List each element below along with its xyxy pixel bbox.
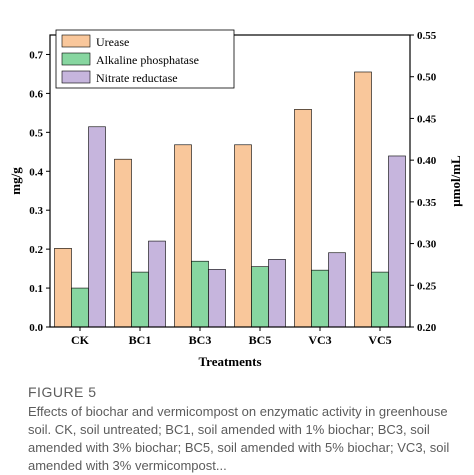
y-left-tick-label: 0.3 bbox=[29, 205, 43, 217]
bar-urease-vc3 bbox=[294, 109, 312, 328]
figure-caption: FIGURE 5 Effects of biochar and vermicom… bbox=[28, 384, 468, 475]
y-right-tick-label: 0.40 bbox=[417, 155, 437, 167]
bar-urease-bc3 bbox=[174, 144, 192, 328]
bar-nitrate-reductase-bc3 bbox=[208, 269, 226, 328]
figure-caption-text: Effects of biochar and vermicompost on e… bbox=[28, 404, 450, 473]
y-right-tick-label: 0.30 bbox=[417, 239, 437, 251]
bar-urease-ck bbox=[54, 248, 72, 328]
y-right-tick-label: 0.50 bbox=[417, 72, 437, 84]
y-left-tick-label: 0.5 bbox=[29, 127, 43, 139]
bar-nitrate-reductase-ck bbox=[88, 126, 106, 328]
legend-label: Urease bbox=[96, 35, 129, 49]
y-right-tick-label: 0.55 bbox=[417, 30, 437, 42]
bar-alkaline-phosphatase-bc3 bbox=[191, 260, 209, 328]
bar-alkaline-phosphatase-bc5 bbox=[251, 266, 269, 328]
bar-urease-vc5 bbox=[354, 71, 372, 328]
legend-label: Nitrate reductase bbox=[96, 71, 178, 85]
figure-label: FIGURE 5 bbox=[28, 384, 97, 400]
y-left-tick-label: 0.2 bbox=[29, 244, 43, 256]
y-left-tick-label: 0.1 bbox=[29, 283, 43, 295]
bar-alkaline-phosphatase-vc3 bbox=[311, 269, 329, 328]
y-left-tick-label: 0.0 bbox=[29, 322, 43, 334]
y-right-tick-label: 0.25 bbox=[417, 280, 437, 292]
x-tick-label: BC5 bbox=[249, 333, 272, 347]
legend-label: Alkaline phosphatase bbox=[96, 53, 199, 67]
y-left-tick-label: 0.4 bbox=[29, 166, 43, 178]
x-axis-title: Treatments bbox=[198, 354, 261, 369]
y-axis-right-title: μmol/mL bbox=[448, 155, 463, 207]
x-tick-label: BC3 bbox=[189, 333, 212, 347]
legend-swatch bbox=[61, 52, 91, 66]
bar-alkaline-phosphatase-vc5 bbox=[371, 271, 389, 328]
x-tick-label: CK bbox=[71, 333, 90, 347]
bar-nitrate-reductase-bc5 bbox=[268, 259, 286, 328]
bar-urease-bc1 bbox=[114, 158, 132, 328]
bar-urease-bc5 bbox=[234, 144, 252, 328]
x-tick-label: VC3 bbox=[308, 333, 331, 347]
y-right-tick-label: 0.35 bbox=[417, 197, 437, 209]
y-right-tick-label: 0.45 bbox=[417, 113, 437, 125]
bar-nitrate-reductase-bc1 bbox=[148, 240, 166, 328]
bar-alkaline-phosphatase-ck bbox=[71, 287, 89, 328]
enzyme-activity-chart: CK BC1 BC3 BC5 VC3 VC5 0.0 0.1 0.2 0.3 0.4 0.5 0.6 0.… bbox=[8, 29, 463, 369]
legend-swatch bbox=[61, 34, 91, 48]
bar-nitrate-reductase-vc5 bbox=[388, 155, 406, 328]
legend: Urease Alkaline phosphatase Nitrate reduct… bbox=[55, 29, 235, 89]
x-tick-label: VC5 bbox=[368, 333, 391, 347]
legend-swatch bbox=[61, 70, 91, 84]
bar-alkaline-phosphatase-bc1 bbox=[131, 271, 149, 328]
y-left-tick-label: 0.7 bbox=[29, 49, 43, 61]
bar-nitrate-reductase-vc3 bbox=[328, 252, 346, 328]
x-tick-label: BC1 bbox=[129, 333, 152, 347]
y-left-tick-label: 0.6 bbox=[29, 88, 43, 100]
y-axis-left-title: mg/g bbox=[8, 167, 23, 195]
y-right-tick-label: 0.20 bbox=[417, 322, 437, 334]
